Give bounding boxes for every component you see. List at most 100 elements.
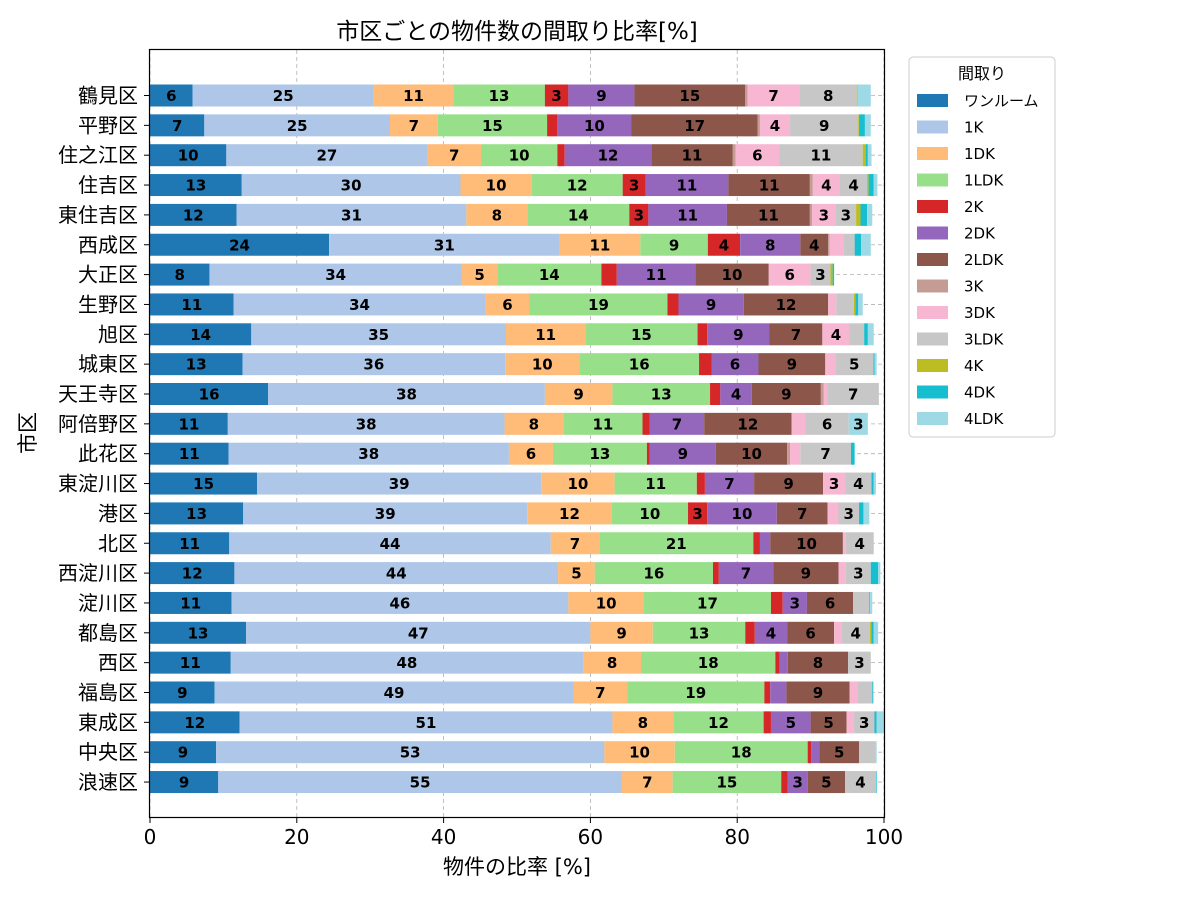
bar-segment xyxy=(775,651,780,674)
bar-segment xyxy=(835,203,857,226)
bar-segment xyxy=(226,144,428,167)
category-label: 天王寺区 xyxy=(58,382,138,406)
bar-value-label: 7 xyxy=(595,684,605,702)
legend-label: 1DK xyxy=(964,145,996,163)
bar-segment xyxy=(627,681,765,704)
bar-value-label: 10 xyxy=(741,445,762,463)
bar-segment xyxy=(860,203,868,226)
bar-segment xyxy=(529,293,668,316)
bar-segment xyxy=(770,711,811,734)
bar-value-label: 11 xyxy=(179,535,200,553)
bar-value-label: 38 xyxy=(358,445,379,463)
bar-segment xyxy=(868,174,874,197)
bar-segment xyxy=(616,263,696,286)
legend-label: ワンルーム xyxy=(964,92,1039,110)
bar-value-label: 12 xyxy=(559,505,580,523)
bar-segment xyxy=(427,144,482,167)
bar-value-label: 18 xyxy=(731,744,752,762)
bar-segment xyxy=(460,174,532,197)
bar-value-label: 19 xyxy=(588,296,609,314)
bar-value-label: 4 xyxy=(831,326,841,344)
bar-segment xyxy=(873,174,878,197)
bar-value-label: 36 xyxy=(363,356,384,374)
bar-segment xyxy=(497,263,602,286)
bar-value-label: 9 xyxy=(177,684,187,702)
bar-segment xyxy=(855,293,859,316)
bar-segment xyxy=(150,203,237,226)
bar-segment xyxy=(787,621,835,644)
bar-segment xyxy=(827,502,839,525)
legend-swatch xyxy=(917,120,948,134)
bar-segment xyxy=(869,591,871,614)
bar-segment xyxy=(641,651,776,674)
bar-segment xyxy=(873,472,876,495)
bar-value-label: 17 xyxy=(684,117,705,135)
bar-segment xyxy=(781,771,788,794)
bar-segment xyxy=(861,233,871,256)
bar-segment xyxy=(453,84,545,107)
bar-segment xyxy=(845,771,876,794)
bar-value-label: 7 xyxy=(741,565,751,583)
bar-value-label: 11 xyxy=(403,87,424,105)
bars: 6 25 11 13 3 9 15 7 87 25 7 15 10 17 4 910 27 7 10 12 11 6 111… xyxy=(150,84,884,794)
bar-segment xyxy=(696,472,705,495)
bar-segment xyxy=(643,591,771,614)
bar-segment xyxy=(872,681,873,704)
bar-segment xyxy=(845,562,871,585)
bar-value-label: 11 xyxy=(646,266,667,284)
bar-value-label: 8 xyxy=(492,206,502,224)
legend-swatch xyxy=(917,94,948,107)
bar-segment xyxy=(834,621,842,644)
legend-label: 1LDK xyxy=(964,172,1004,190)
x-tick-label: 0 xyxy=(144,825,157,849)
bar-segment xyxy=(231,591,569,614)
legend-swatch xyxy=(917,412,948,425)
category-label: 浪速区 xyxy=(78,770,138,794)
bar-segment xyxy=(531,174,623,197)
bar-segment xyxy=(599,532,754,555)
bar-segment xyxy=(854,233,862,256)
bar-value-label: 11 xyxy=(759,177,780,195)
bar-segment xyxy=(707,233,741,256)
bar-segment xyxy=(863,502,870,525)
bar-segment xyxy=(544,383,613,405)
bar-value-label: 14 xyxy=(539,266,560,284)
category-label: 都島区 xyxy=(78,621,138,645)
bar-value-label: 3 xyxy=(551,87,561,105)
bar-value-label: 15 xyxy=(716,774,737,792)
bar-segment xyxy=(776,502,828,525)
bar-value-label: 10 xyxy=(596,594,617,612)
bar-segment xyxy=(150,771,219,794)
bar-value-label: 11 xyxy=(810,147,831,165)
bar-segment xyxy=(791,412,806,435)
bar-segment xyxy=(819,741,860,764)
bar-value-label: 4 xyxy=(855,535,865,553)
bar-value-label: 8 xyxy=(813,654,823,672)
x-tick-label: 100 xyxy=(865,825,903,849)
bar-value-label: 9 xyxy=(706,296,716,314)
bar-segment xyxy=(704,412,792,435)
bar-value-label: 7 xyxy=(570,535,580,553)
bar-value-label: 3 xyxy=(853,565,863,583)
bar-value-label: 8 xyxy=(529,415,539,433)
bar-value-label: 19 xyxy=(685,684,706,702)
bar-segment xyxy=(242,353,506,376)
bar-value-label: 6 xyxy=(805,624,815,642)
bar-value-label: 10 xyxy=(722,266,743,284)
bar-value-label: 5 xyxy=(474,266,484,284)
bar-value-label: 3 xyxy=(790,594,800,612)
bar-segment xyxy=(835,353,873,376)
category-label: 住之江区 xyxy=(58,143,138,167)
bar-segment xyxy=(550,532,600,555)
bar-segment xyxy=(461,263,498,286)
bar-value-label: 15 xyxy=(631,326,652,344)
legend-frame xyxy=(908,56,1056,438)
bar-value-label: 7 xyxy=(724,475,734,493)
bar-segment xyxy=(838,502,860,525)
bar-segment xyxy=(634,84,746,107)
bar-value-label: 10 xyxy=(532,356,553,374)
bar-segment xyxy=(870,591,873,614)
bar-segment xyxy=(718,562,774,585)
bar-value-label: 11 xyxy=(178,415,199,433)
bar-segment xyxy=(559,233,641,256)
